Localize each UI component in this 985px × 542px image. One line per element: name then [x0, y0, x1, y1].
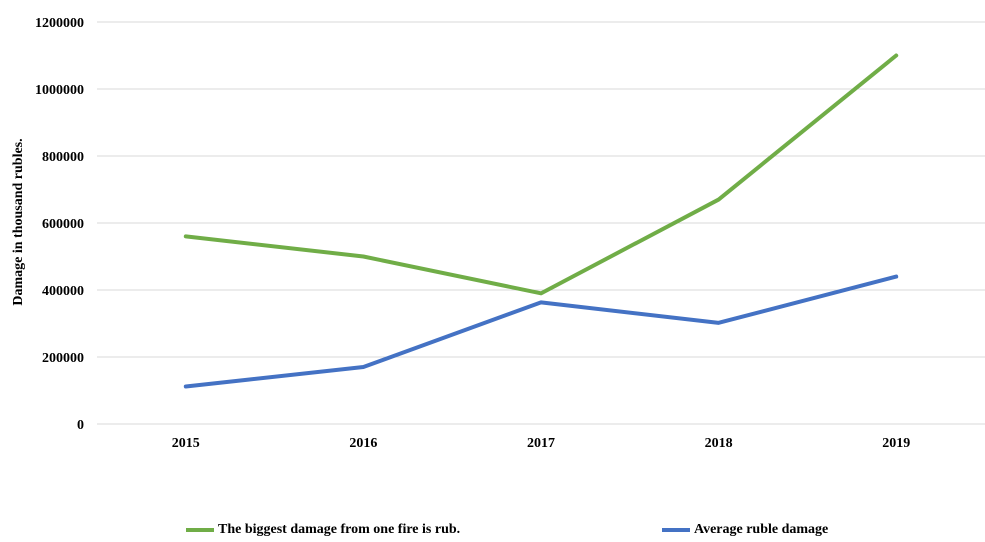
legend: The biggest damage from one fire is rub.… [0, 522, 985, 542]
series-lines [183, 53, 899, 389]
legend-label-biggest-damage: The biggest damage from one fire is rub. [218, 522, 461, 537]
series-line-1 [183, 274, 899, 389]
series-line-0 [183, 53, 899, 296]
legend-label-average-damage: Average ruble damage [694, 522, 829, 537]
y-axis-title: Damage in thousand rubles. [11, 138, 26, 305]
x-tick-label: 2016 [349, 436, 377, 451]
x-axis-ticks: 2015 2016 2017 2018 2019 [172, 436, 910, 451]
legend-swatch-blue [662, 528, 690, 532]
y-tick-label: 400000 [42, 284, 84, 299]
y-axis-ticks: 0 200000 400000 600000 800000 1000000 1200000 [35, 16, 84, 433]
legend-item-average-damage: Average ruble damage [662, 522, 828, 538]
x-tick-label: 2019 [882, 436, 910, 451]
line-chart: 020000040000060000080000010000001200000 … [11, 16, 985, 451]
y-tick-label: 1000000 [35, 83, 84, 98]
x-tick-label: 2015 [172, 436, 200, 451]
x-tick-label: 2018 [705, 436, 733, 451]
legend-item-biggest-damage: The biggest damage from one fire is rub. [186, 522, 460, 538]
y-tick-label: 0 [77, 418, 84, 433]
y-tick-label: 1200000 [35, 16, 84, 31]
legend-swatch-green [186, 528, 214, 532]
x-tick-label: 2017 [527, 436, 555, 451]
y-tick-label: 200000 [42, 351, 84, 366]
gridlines [97, 21, 985, 425]
y-tick-label: 800000 [42, 150, 84, 165]
y-tick-label: 600000 [42, 217, 84, 232]
